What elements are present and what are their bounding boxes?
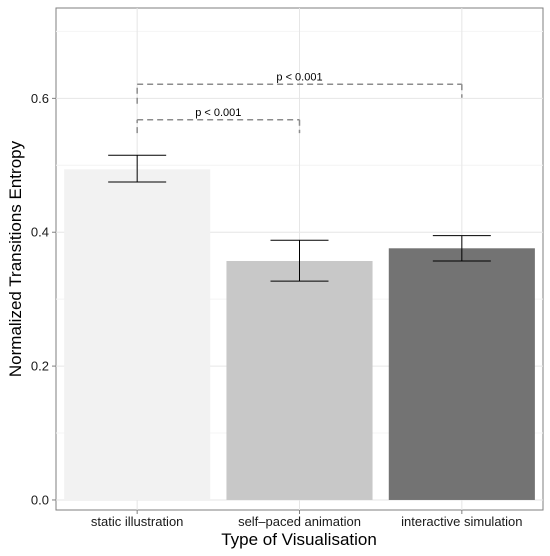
x-axis: static illustration self–paced animation i…	[91, 510, 523, 529]
significance-annotations: p < 0.001 p < 0.001	[136, 71, 463, 134]
bar	[64, 169, 211, 500]
x-tick-label: static illustration	[91, 514, 183, 529]
y-axis: 0.0 0.2 0.4 0.6	[31, 91, 56, 507]
y-axis-title: Normalized Transitions Entropy	[6, 140, 25, 377]
x-tick-label: self–paced animation	[238, 514, 361, 529]
bar	[226, 261, 373, 500]
x-tick-label: interactive simulation	[401, 514, 522, 529]
error-bars	[108, 154, 491, 282]
y-tick-label: 0.2	[31, 359, 49, 374]
x-axis-title: Type of Visualisation	[221, 530, 377, 549]
significance-label: p < 0.001	[195, 107, 241, 119]
y-tick-label: 0.6	[31, 91, 49, 106]
y-tick-label: 0.0	[31, 492, 49, 507]
significance-label: p < 0.001	[276, 71, 322, 83]
y-tick-label: 0.4	[31, 225, 49, 240]
bar	[388, 248, 535, 500]
bars	[64, 169, 535, 500]
